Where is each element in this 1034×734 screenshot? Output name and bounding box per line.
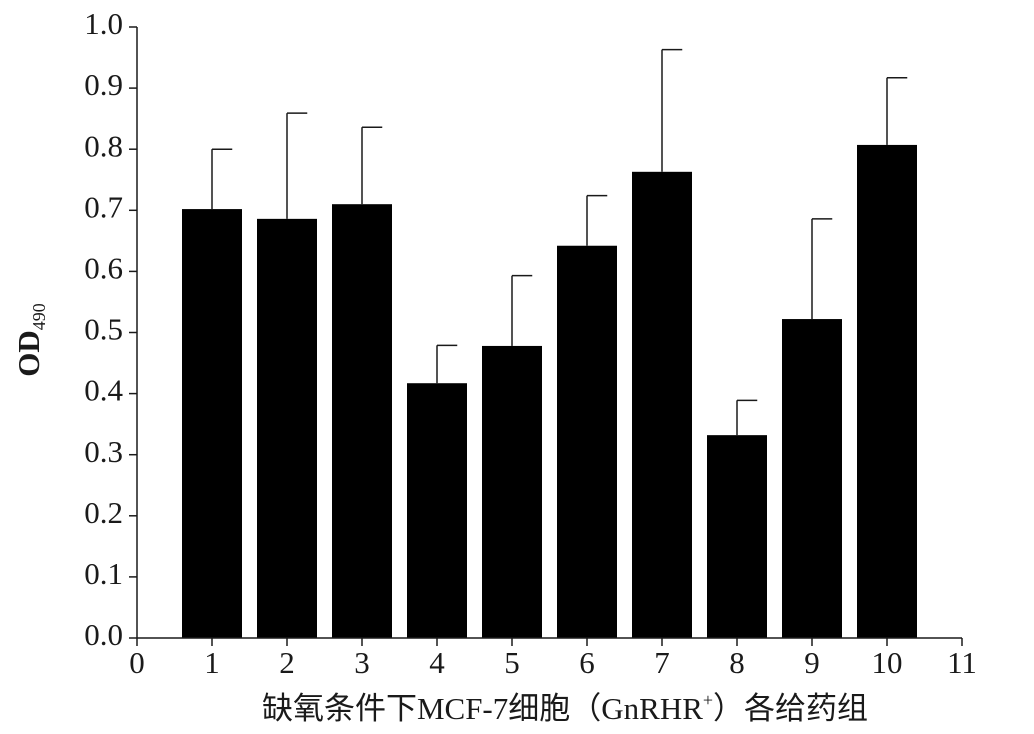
x-tick-label: 8 — [729, 645, 745, 680]
error-bar — [811, 218, 833, 320]
error-bar — [736, 399, 758, 436]
y-tick-label: 0.3 — [84, 434, 123, 469]
x-tick-label: 3 — [354, 645, 370, 680]
error-bar — [511, 274, 533, 346]
error-bar — [886, 76, 908, 145]
y-tick-label: 0.2 — [84, 495, 123, 530]
error-bar — [286, 112, 308, 219]
bar — [182, 209, 242, 638]
x-tick-label: 7 — [654, 645, 670, 680]
error-bar — [361, 126, 383, 205]
x-label-text: ）各给药组 — [713, 691, 868, 726]
x-tick-label: 4 — [429, 645, 445, 680]
bar — [482, 345, 542, 638]
x-tick-label: 1 — [204, 645, 220, 680]
bar — [407, 383, 467, 638]
bar — [707, 435, 767, 638]
x-tick-label: 0 — [129, 645, 145, 680]
bar — [257, 218, 317, 638]
x-tick-label: 6 — [579, 645, 595, 680]
x-tick-label: 11 — [947, 645, 977, 680]
error-bar — [436, 344, 458, 384]
error-bar — [586, 194, 608, 246]
x-axis-label: 缺氧条件下MCF-7细胞（GnRHR+）各给药组 — [262, 690, 868, 726]
y-tick-label: 0.7 — [84, 189, 123, 224]
y-label-subscript: 490 — [29, 303, 49, 330]
x-label-text: 缺氧条件下MCF-7细胞（GnRHR — [262, 691, 703, 726]
y-tick-label: 0.0 — [84, 617, 123, 652]
y-tick-label: 0.8 — [84, 128, 123, 163]
y-tick-label: 0.4 — [84, 373, 123, 408]
y-label-text: OD — [11, 330, 46, 377]
y-axis-label: OD490 — [11, 303, 49, 377]
y-tick-label: 0.9 — [84, 67, 123, 102]
y-tick-label: 0.5 — [84, 312, 123, 347]
x-tick-label: 2 — [279, 645, 295, 680]
x-tick-label: 10 — [872, 645, 903, 680]
bar — [557, 245, 617, 638]
x-tick-label: 5 — [504, 645, 520, 680]
y-tick-label: 0.1 — [84, 556, 123, 591]
error-bar — [661, 48, 683, 172]
x-label-superscript: + — [703, 690, 713, 710]
x-tick-label: 9 — [804, 645, 820, 680]
bar — [332, 204, 392, 638]
y-tick-label: 1.0 — [84, 6, 123, 41]
bar — [782, 319, 842, 638]
error-bar — [211, 148, 233, 210]
y-tick-label: 0.6 — [84, 251, 123, 286]
bar — [857, 144, 917, 638]
bar — [632, 171, 692, 638]
